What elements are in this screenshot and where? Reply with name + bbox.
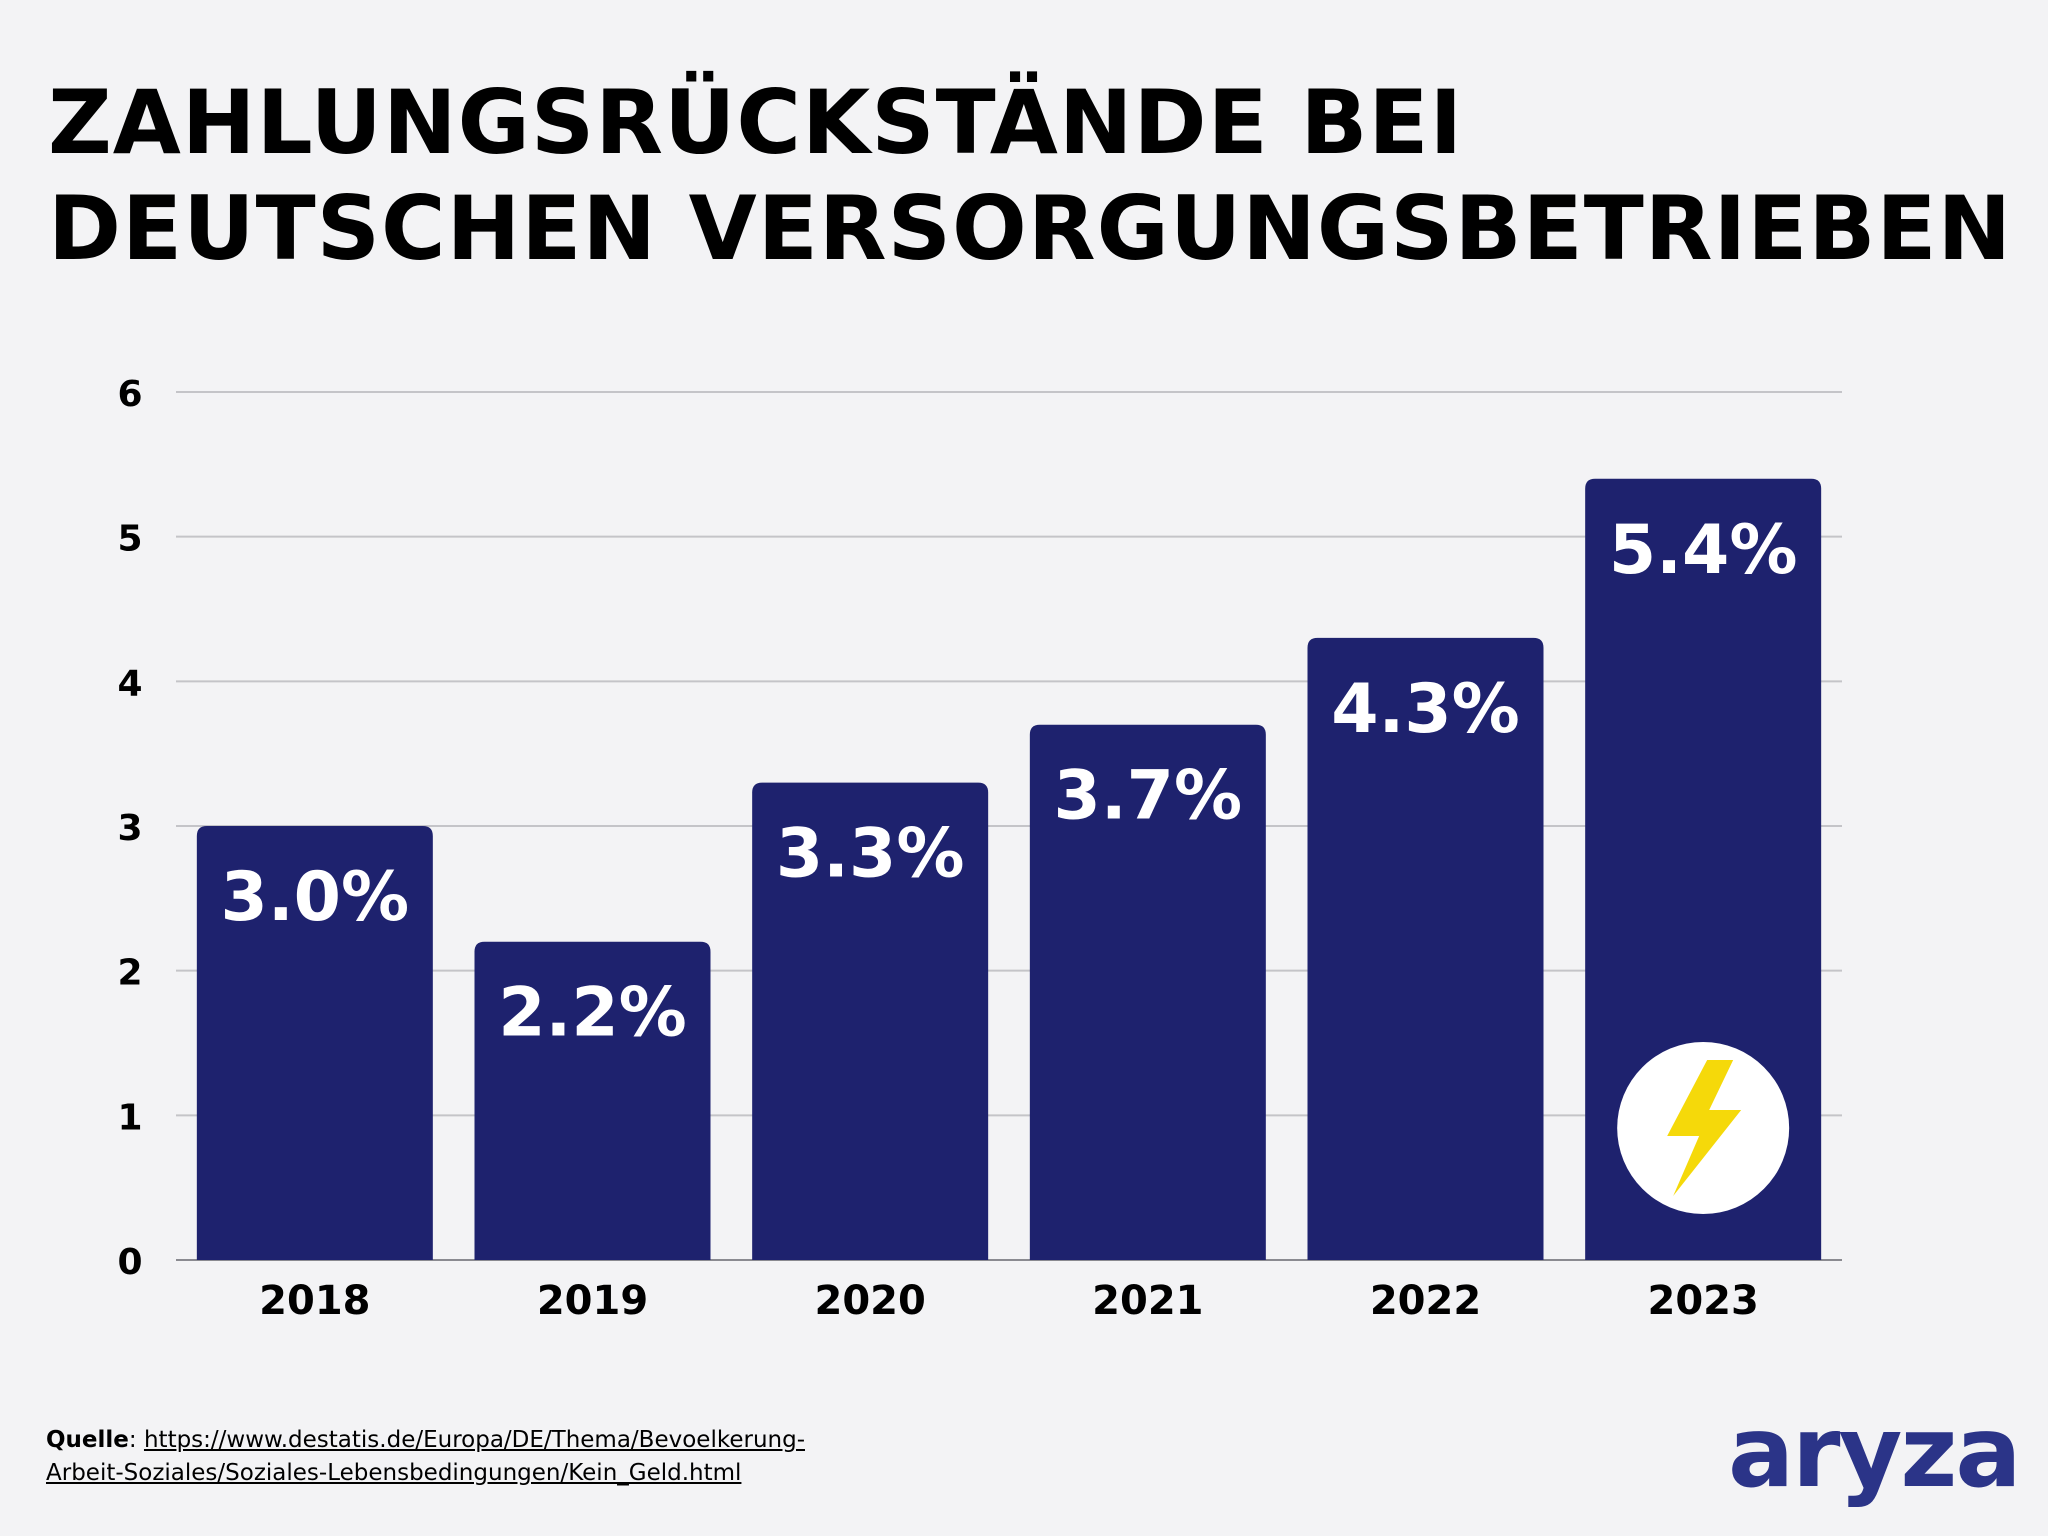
data-label-2021: 3.7% xyxy=(1054,757,1243,836)
icon-layer xyxy=(1617,1042,1790,1214)
x-tick-label-2020: 2020 xyxy=(815,1278,926,1324)
bar-2019 xyxy=(474,941,711,1260)
lightning-bolt-icon xyxy=(1617,1042,1790,1214)
chart-title: ZAHLUNGSRÜCKSTÄNDE BEI DEUTSCHEN VERSORG… xyxy=(48,70,2013,282)
source-line-2: Arbeit-Soziales/Soziales-Lebensbedingung… xyxy=(46,1457,805,1490)
x-axis-ticks: 2018 2019 2020 2021 2022 2023 xyxy=(259,1278,1759,1324)
data-label-2020: 3.3% xyxy=(776,815,965,894)
gridlines xyxy=(176,391,1842,1261)
y-tick-label-4: 4 xyxy=(117,663,142,704)
y-tick-label-3: 3 xyxy=(117,808,142,849)
source-link-part-1[interactable]: https://www.destatis.de/Europa/DE/Thema/… xyxy=(143,1427,805,1453)
aryza-logo: aryza xyxy=(1728,1396,2022,1510)
bar-2021 xyxy=(1029,724,1266,1260)
x-tick-label-2021: 2021 xyxy=(1092,1278,1203,1324)
data-label-2018: 3.0% xyxy=(221,858,410,937)
bar-2022 xyxy=(1307,637,1544,1260)
y-tick-label-1: 1 xyxy=(117,1097,142,1138)
chart-title-line-1: ZAHLUNGSRÜCKSTÄNDE BEI xyxy=(48,71,1464,174)
x-tick-label-2022: 2022 xyxy=(1370,1278,1481,1324)
data-label-2019: 2.2% xyxy=(498,974,687,1053)
y-tick-label-6: 6 xyxy=(117,374,142,415)
x-tick-label-2023: 2023 xyxy=(1648,1278,1759,1324)
source-line-1: Quelle: https://www.destatis.de/Europa/D… xyxy=(46,1424,805,1457)
y-axis-ticks: 0 1 2 3 4 5 6 xyxy=(117,374,142,1283)
bar-2020 xyxy=(752,782,989,1260)
y-tick-label-2: 2 xyxy=(117,953,142,994)
bars: 3.0% 2.2% 3.3% 3.7% 4.3% 5.4% xyxy=(196,478,1822,1260)
data-label-2023: 5.4% xyxy=(1609,511,1798,590)
data-label-2022: 4.3% xyxy=(1331,670,1520,749)
bar-2023 xyxy=(1585,478,1822,1260)
chart-title-line-2: DEUTSCHEN VERSORGUNGSBETRIEBEN xyxy=(48,177,2013,280)
source-separator: : xyxy=(128,1427,144,1453)
x-tick-label-2019: 2019 xyxy=(537,1278,648,1324)
y-tick-label-5: 5 xyxy=(117,519,142,560)
source-citation: Quelle: https://www.destatis.de/Europa/D… xyxy=(46,1424,805,1490)
x-tick-label-2018: 2018 xyxy=(259,1278,370,1324)
bar-2018 xyxy=(196,826,433,1260)
y-tick-label-0: 0 xyxy=(117,1242,142,1283)
source-link-part-2[interactable]: Arbeit-Soziales/Soziales-Lebensbedingung… xyxy=(46,1460,742,1486)
source-label: Quelle xyxy=(46,1427,129,1453)
